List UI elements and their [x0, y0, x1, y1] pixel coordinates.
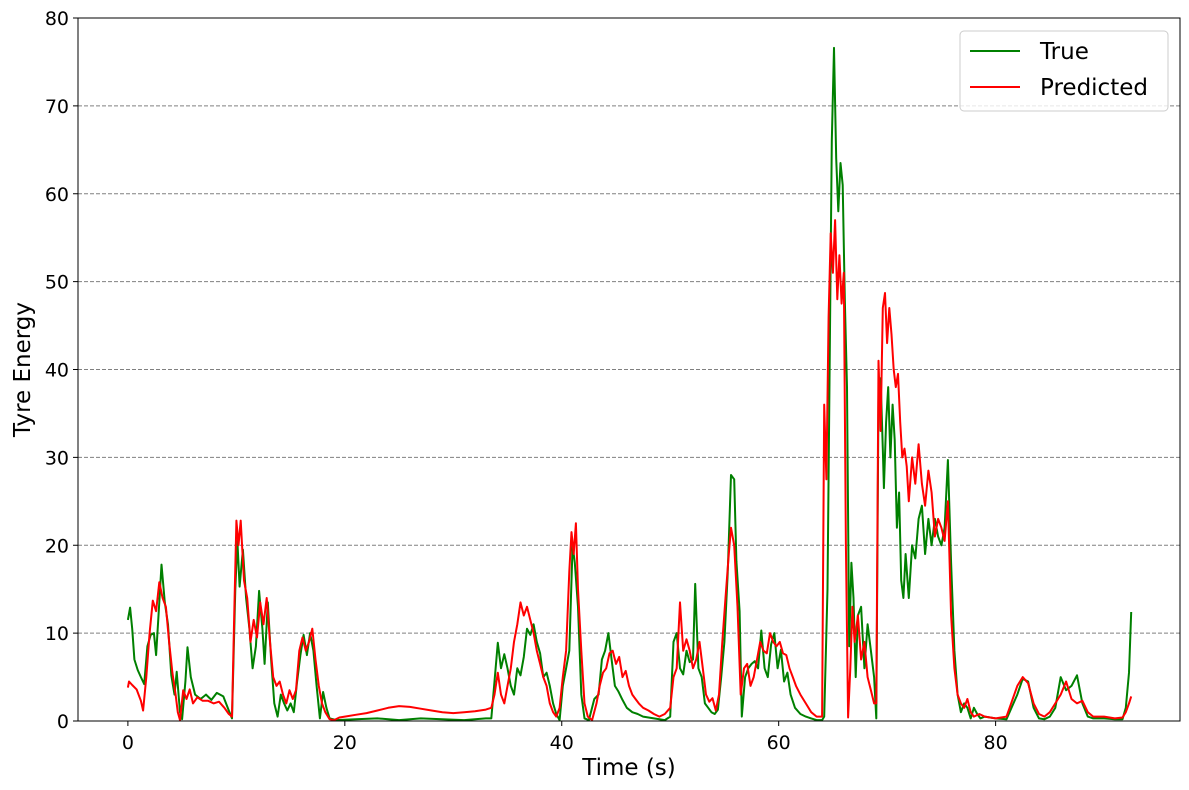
series-line-true — [126, 46, 1133, 722]
x-axis-label: Time (s) — [581, 755, 676, 781]
y-tick-label: 20 — [45, 535, 69, 557]
x-tick-label: 40 — [550, 732, 574, 754]
y-tick-label: 50 — [45, 272, 69, 294]
legend-label-true: True — [1039, 39, 1089, 65]
y-tick-label: 70 — [45, 96, 69, 118]
x-tick-label: 60 — [767, 732, 791, 754]
x-tick-label: 80 — [984, 732, 1008, 754]
y-tick-label: 40 — [45, 360, 69, 382]
y-tick-label: 30 — [45, 447, 69, 469]
x-axis-ticks: 0 20 40 60 80 — [122, 721, 1008, 754]
y-tick-label: 80 — [45, 8, 69, 30]
x-tick-label: 20 — [333, 732, 357, 754]
x-tick-label: 0 — [122, 732, 134, 754]
y-axis-ticks: 0 10 20 30 40 50 60 70 80 — [45, 8, 78, 733]
y-tick-label: 0 — [57, 711, 69, 733]
series-line-predicted — [126, 219, 1133, 722]
y-tick-label: 60 — [45, 184, 69, 206]
y-tick-label: 10 — [45, 623, 69, 645]
legend: True Predicted — [959, 30, 1169, 112]
plot-area — [126, 46, 1133, 722]
y-axis-label: Tyre Energy — [10, 302, 36, 438]
legend-label-predicted: Predicted — [1040, 75, 1148, 101]
